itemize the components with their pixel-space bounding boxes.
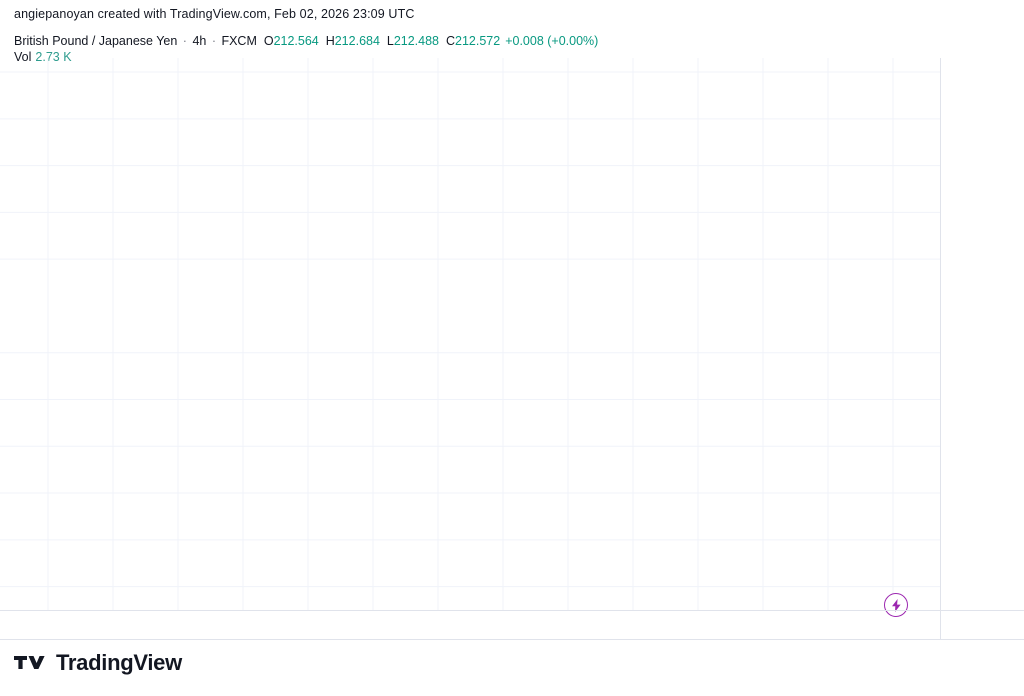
chart-legend: British Pound / Japanese Yen · 4h · FXCM… xyxy=(14,33,598,65)
low-value: 212.488 xyxy=(393,34,440,48)
interval-label[interactable]: 4h xyxy=(192,34,207,48)
axis-corner xyxy=(940,611,1024,639)
lightning-bolt-glyph xyxy=(891,598,901,612)
change-value: +0.008 (+0.00%) xyxy=(505,34,599,48)
tradingview-wordmark: TradingView xyxy=(56,650,182,675)
footer-branding: TradingView xyxy=(14,650,182,676)
legend-volume-row: Vol 2.73 K xyxy=(14,49,598,65)
replay-lightning-icon[interactable] xyxy=(884,593,908,617)
high-key: H xyxy=(325,34,335,48)
legend-main-row: British Pound / Japanese Yen · 4h · FXCM… xyxy=(14,33,598,49)
exchange-label: FXCM xyxy=(221,34,257,48)
chart-plot-area[interactable] xyxy=(0,58,940,610)
attribution-text: angiepanoyan created with TradingView.co… xyxy=(14,7,415,21)
time-axis[interactable] xyxy=(0,610,1024,640)
open-value: 212.564 xyxy=(273,34,319,48)
high-value: 212.684 xyxy=(334,34,380,48)
volume-key: Vol xyxy=(14,50,32,64)
symbol-name[interactable]: British Pound / Japanese Yen xyxy=(14,34,178,48)
volume-value: 2.73 K xyxy=(35,50,72,64)
tradingview-logo-icon xyxy=(14,656,45,669)
open-key: O xyxy=(263,34,274,48)
grid-lines xyxy=(0,58,940,610)
close-value: 212.572 xyxy=(455,34,501,48)
low-key: L xyxy=(386,34,394,48)
legend-separator-2: · xyxy=(208,34,220,48)
close-key: C xyxy=(445,34,455,48)
price-axis[interactable] xyxy=(940,58,1024,610)
chart-frame xyxy=(0,58,1024,610)
legend-separator-1: · xyxy=(179,34,191,48)
candlestick-svg xyxy=(0,58,940,610)
